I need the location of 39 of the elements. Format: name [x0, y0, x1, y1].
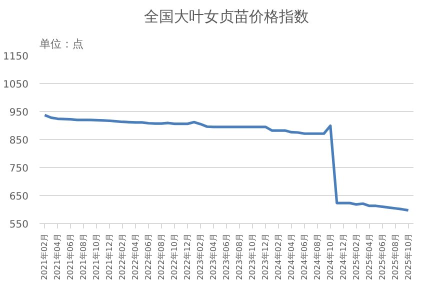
text: 单位：点 [40, 38, 84, 50]
x-tick-label: 2025年02月 [352, 233, 361, 280]
y-tick-label: 750 [9, 164, 29, 174]
x-tick-label: 2023年10月 [248, 233, 257, 280]
x-tick-label: 2022年04月 [131, 233, 140, 280]
x-tick-label: 2023年02月 [196, 233, 206, 280]
x-tick-label: 2022年02月 [118, 233, 128, 280]
x-tick-label: 2025年10月 [404, 233, 413, 280]
x-tick-label: 2024年06月 [300, 233, 309, 280]
chart-title: 全国大叶女贞苗价格指数 [144, 8, 309, 26]
y-tick-label: 950 [9, 108, 29, 118]
x-tick-label: 2023年06月 [222, 233, 231, 280]
x-tick-label: 2021年04月 [53, 233, 62, 280]
x-tick-label: 2021年10月 [92, 233, 102, 280]
x-tick-label: 2025年06月 [378, 233, 387, 280]
y-tick-label: 1150 [3, 52, 29, 62]
x-tick-label: 2024年04月 [286, 233, 296, 280]
x-tick-label: 2022年08月 [157, 233, 166, 280]
x-tick-label: 2021年06月 [66, 233, 76, 280]
x-tick-label: 2021年08月 [79, 233, 88, 280]
x-tick-label: 2024年12月 [338, 233, 348, 280]
line-series [43, 114, 410, 212]
x-tick-label: 2024年02月 [274, 233, 283, 280]
x-tick-label: 2021年12月 [105, 233, 114, 280]
y-tick-label: 850 [9, 136, 29, 146]
x-tick-label: 2022年06月 [144, 233, 154, 280]
y-tick-label: 650 [9, 192, 29, 202]
x-tick-label: 2023年04月 [209, 233, 218, 280]
x-tick-label: 2024年10月 [326, 233, 335, 280]
x-tick-label: 2024年08月 [312, 233, 322, 280]
x-tick-label: 2025年04月 [364, 233, 374, 280]
x-tick-label: 2022年12月 [183, 233, 192, 280]
x-tick-label: 2025年08月 [390, 233, 400, 280]
x-tick-label: 2021年02月 [40, 233, 50, 280]
x-tick-label: 2022年10月 [170, 233, 180, 280]
x-tick-label: 2023年08月 [234, 233, 244, 280]
y-tick-label: 1050 [3, 80, 29, 90]
y-tick-label: 550 [9, 220, 29, 230]
x-tick-label: 2023年12月 [260, 233, 270, 280]
